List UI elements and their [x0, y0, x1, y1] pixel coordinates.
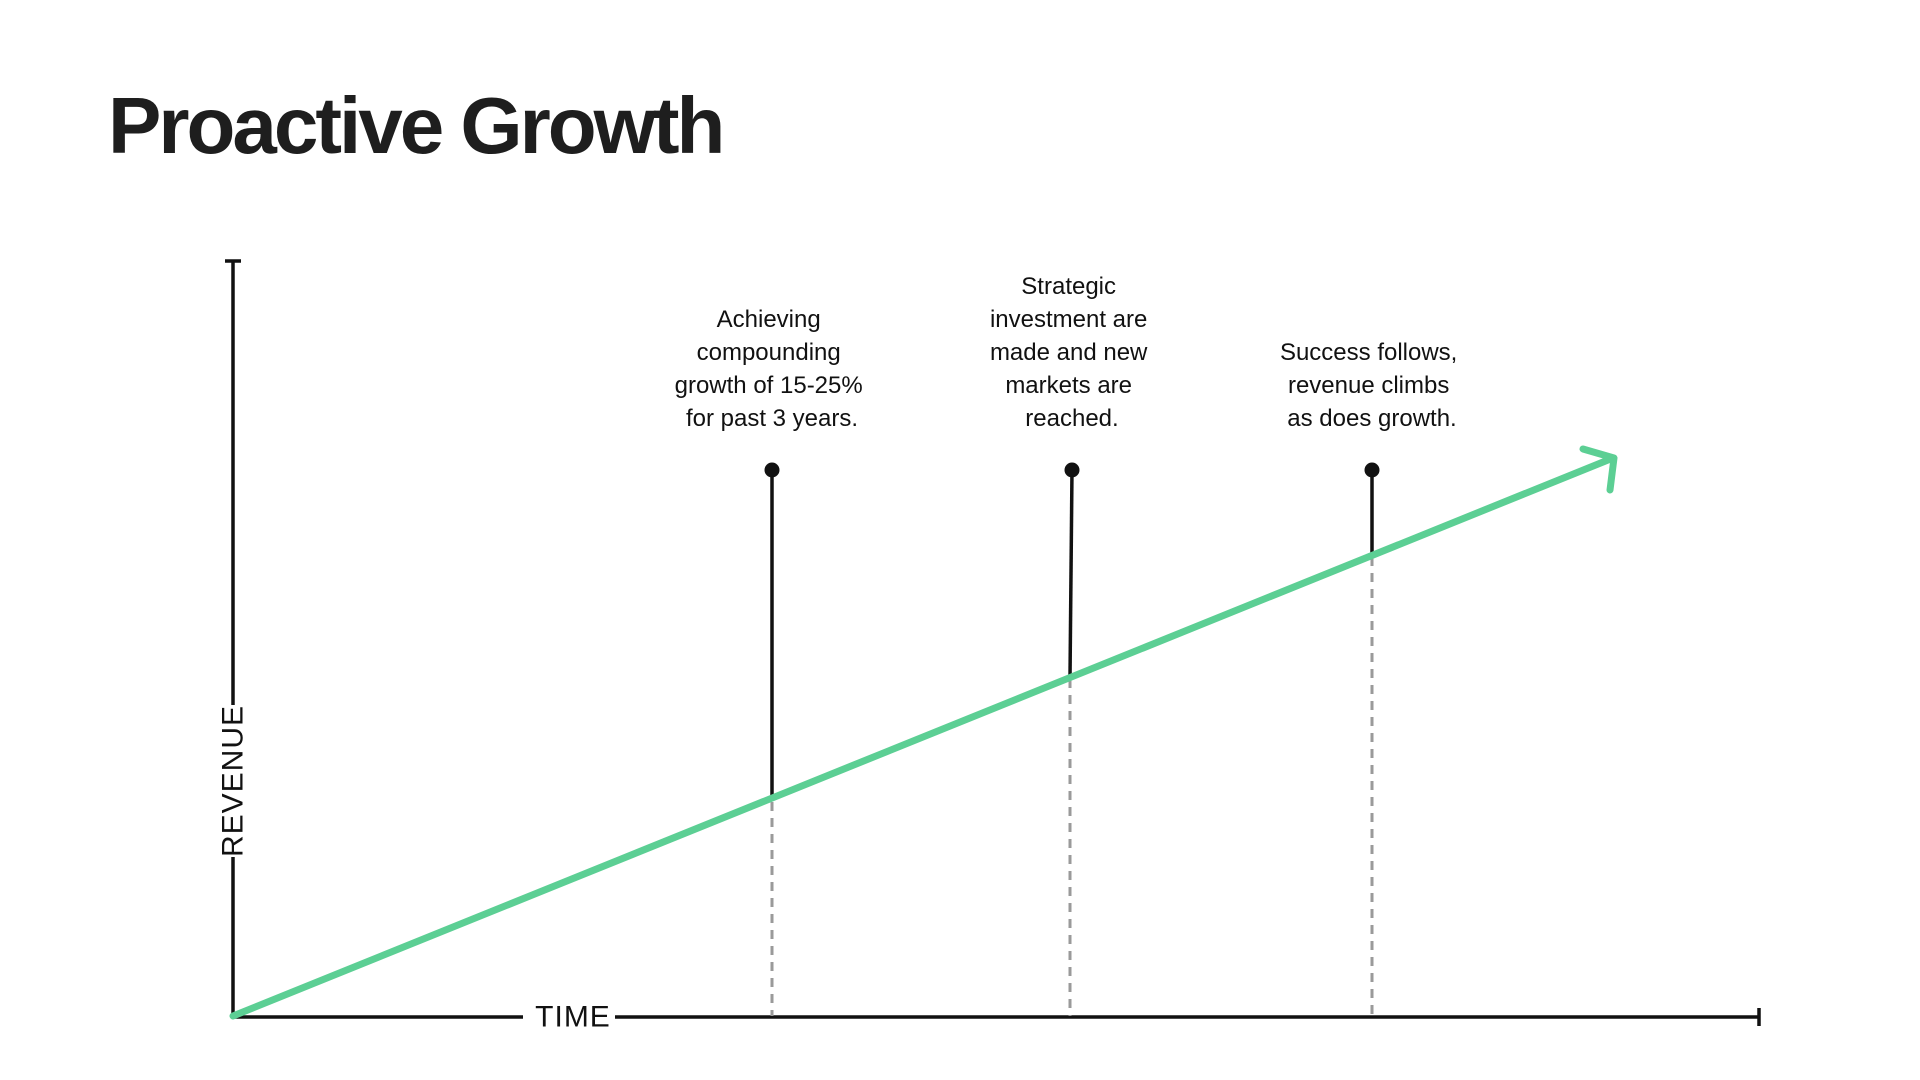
- milestone-stem-2: [1068, 469, 1074, 679]
- milestone-pin-3: [1364, 462, 1380, 478]
- y-axis-label: REVENUE: [217, 705, 250, 857]
- annotation-2: Strategic investment are made and new ma…: [990, 273, 1154, 432]
- milestone-pin-1: [764, 462, 780, 478]
- y-axis-label-gap: [215, 705, 251, 857]
- annotation-1: Achieving compounding growth of 15-25% f…: [675, 306, 870, 432]
- growth-arrow-head: [1579, 445, 1618, 494]
- annotation-2-line: reached.: [1025, 405, 1118, 432]
- annotation-3-line: revenue climbs: [1288, 372, 1449, 399]
- annotation-2-line: markets are: [1005, 372, 1132, 399]
- page-title: Proactive Growth: [108, 81, 725, 170]
- annotation-3: Success follows, revenue climbs as does …: [1280, 339, 1464, 432]
- milestone-pin-2: [1064, 462, 1080, 478]
- growth-trend-line: [229, 454, 1617, 1020]
- annotation-3-line: as does growth.: [1287, 405, 1456, 432]
- annotation-2-line: made and new: [990, 339, 1148, 366]
- x-axis-label: TIME: [535, 1001, 611, 1034]
- annotation-3-line: Success follows,: [1280, 339, 1457, 366]
- annotation-2-line: Strategic: [1021, 273, 1116, 300]
- annotation-1-line: compounding: [697, 339, 841, 366]
- annotation-1-line: for past 3 years.: [686, 405, 858, 432]
- annotation-1-line: growth of 15-25%: [675, 372, 863, 399]
- annotation-2-line: investment are: [990, 306, 1147, 333]
- annotation-1-line: Achieving: [717, 306, 821, 333]
- x-axis-label-gap: [523, 1000, 615, 1036]
